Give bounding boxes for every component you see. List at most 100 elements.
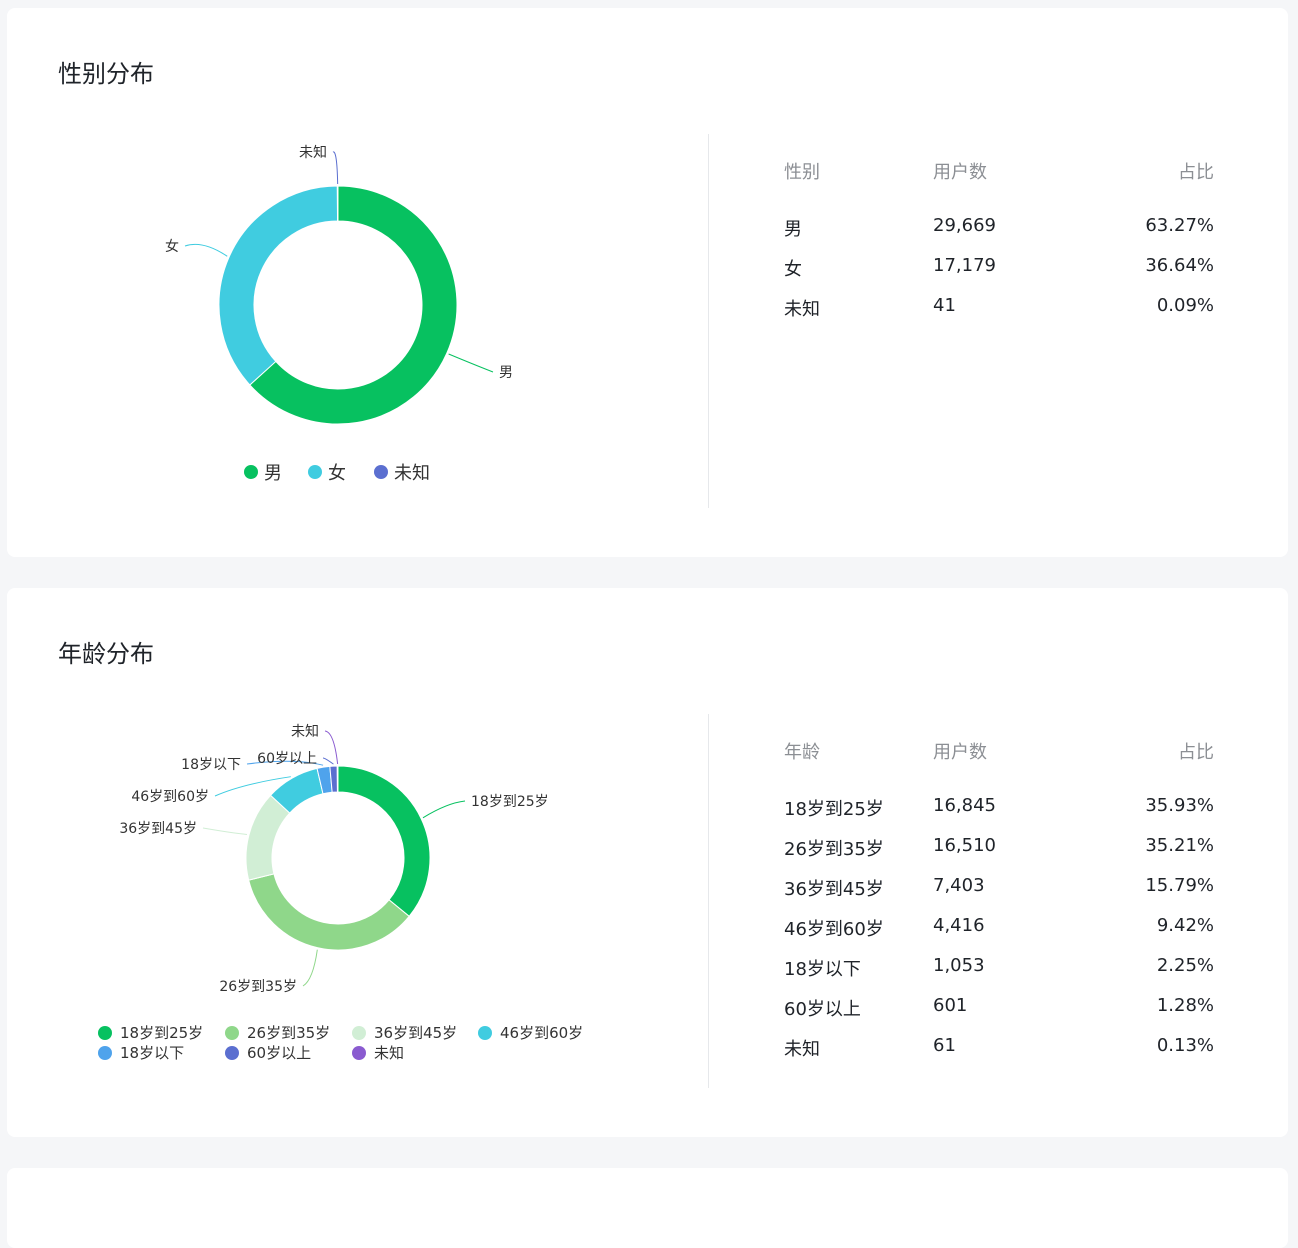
table-cell: 男: [784, 219, 802, 240]
leader-line: [332, 151, 339, 185]
age-title: 年龄分布: [58, 640, 154, 668]
gender-table: 性别 用户数 占比男 29,669 63.27% 女 17,179 36.64% 未知 41 0.0…: [784, 158, 1214, 335]
legend-label: 36岁到45岁: [374, 1024, 458, 1042]
table-cell: 36.64%: [1145, 255, 1214, 276]
legend-item[interactable]: 60岁以上: [225, 1042, 311, 1063]
slice-label: 未知: [299, 144, 327, 161]
leader-line: [422, 800, 466, 819]
slice-label: 26岁到35岁: [219, 979, 297, 995]
legend-item[interactable]: 18岁到25岁: [98, 1022, 203, 1043]
table-row: 60岁以上 601 1.28%: [784, 995, 1214, 1035]
legend-marker-icon: [374, 465, 388, 479]
donut-slice[interactable]: [245, 794, 291, 881]
legend-marker-icon: [478, 1025, 492, 1040]
slice-label: 46岁到60岁: [131, 789, 209, 805]
age-header-cell: 用户数: [933, 742, 987, 763]
gender-donut-chart: 男 女 未知: [165, 144, 513, 425]
legend-label: 46岁到60岁: [500, 1024, 584, 1042]
donut-slice[interactable]: [336, 765, 339, 793]
table-cell: 35.21%: [1145, 835, 1214, 856]
legend-label: 26岁到35岁: [247, 1024, 331, 1042]
table-cell: 4,416: [933, 915, 985, 936]
table-cell: 2.25%: [1156, 955, 1214, 976]
slice-label: 18岁以下: [181, 757, 241, 773]
legend-item[interactable]: 26岁到35岁: [225, 1022, 330, 1043]
slice-label: 18岁到25岁: [471, 794, 549, 810]
table-row: 未知 61 0.13%: [784, 1035, 1214, 1075]
age-donut-chart: 18岁到25岁 26岁到35岁 36岁到45岁 46岁到60岁 18岁以下 60岁以上 未知: [119, 723, 549, 995]
table-row: 18岁以下 1,053 2.25%: [784, 955, 1214, 995]
legend-item[interactable]: 46岁到60岁: [478, 1022, 583, 1043]
table-row: 46岁到60岁 4,416 9.42%: [784, 915, 1214, 955]
leader-line: [322, 757, 334, 765]
leader-line: [302, 949, 318, 987]
table-cell: 0.09%: [1156, 295, 1214, 316]
donut-slice[interactable]: [248, 873, 410, 951]
leader-line: [202, 827, 248, 835]
gender-title: 性别分布: [58, 60, 154, 88]
donut-slice[interactable]: [336, 185, 339, 222]
table-cell: 46岁到60岁: [784, 919, 884, 940]
table-cell: 61: [933, 1035, 956, 1056]
table-cell: 1.28%: [1156, 995, 1214, 1016]
divider: [708, 134, 709, 508]
leader-line: [184, 243, 228, 257]
legend-item[interactable]: 女: [308, 459, 346, 485]
table-cell: 35.93%: [1145, 795, 1214, 816]
table-cell: 26岁到35岁: [784, 839, 884, 860]
table-cell: 15.79%: [1145, 875, 1214, 896]
table-row: 女 17,179 36.64%: [784, 255, 1214, 295]
table-row: 未知 41 0.09%: [784, 295, 1214, 335]
slice-label: 女: [165, 238, 179, 255]
legend-item[interactable]: 未知: [374, 459, 430, 485]
age-header-cell: 年龄: [784, 742, 820, 763]
table-cell: 63.27%: [1145, 215, 1214, 236]
gender-header-cell: 性别: [784, 162, 820, 183]
gender-header-cell: 占比: [1178, 162, 1214, 183]
table-cell: 女: [784, 259, 802, 280]
legend-marker-icon: [225, 1025, 239, 1040]
legend-label: 18岁到25岁: [120, 1024, 204, 1042]
slice-label: 未知: [291, 723, 319, 740]
table-cell: 16,510: [933, 835, 996, 856]
table-cell: 0.13%: [1156, 1035, 1214, 1056]
leader-line: [214, 776, 291, 797]
legend-item[interactable]: 男: [244, 459, 282, 485]
age-table: 年龄 用户数 占比 18岁到25岁 16,845 35.93% 26岁到35岁 16,510 3…: [784, 738, 1214, 1075]
table-cell: 未知: [784, 299, 820, 320]
legend-item[interactable]: 未知: [352, 1042, 404, 1063]
legend-marker-icon: [352, 1025, 366, 1040]
legend-item[interactable]: 18岁以下: [98, 1042, 184, 1063]
table-cell: 未知: [784, 1039, 820, 1060]
next-card: [7, 1168, 1288, 1248]
leader-line: [324, 730, 339, 765]
legend-marker-icon: [98, 1025, 112, 1040]
donut-slice[interactable]: [249, 185, 458, 425]
legend-label: 未知: [394, 463, 430, 484]
legend-label: 未知: [374, 1044, 405, 1062]
table-cell: 29,669: [933, 215, 996, 236]
legend-marker-icon: [225, 1045, 239, 1060]
donut-slice[interactable]: [337, 765, 431, 918]
legend-item[interactable]: 36岁到45岁: [352, 1022, 457, 1043]
legend-label: 60岁以上: [247, 1044, 312, 1062]
leader-line: [448, 353, 494, 373]
table-cell: 41: [933, 295, 956, 316]
table-row: 36岁到45岁 7,403 15.79%: [784, 875, 1214, 915]
age-header-cell: 占比: [1178, 742, 1214, 763]
gender-table-header: 性别 用户数 占比: [784, 158, 1214, 198]
table-cell: 18岁到25岁: [784, 799, 884, 820]
legend-label: 女: [328, 463, 346, 484]
donut-slice[interactable]: [218, 185, 339, 386]
table-cell: 18岁以下: [784, 959, 861, 980]
legend-marker-icon: [352, 1045, 366, 1060]
table-row: 男 29,669 63.27%: [784, 215, 1214, 255]
slice-label: 男: [499, 365, 513, 381]
legend-label: 18岁以下: [120, 1044, 185, 1062]
slice-label: 36岁到45岁: [119, 821, 197, 837]
table-cell: 17,179: [933, 255, 996, 276]
table-cell: 601: [933, 995, 968, 1016]
divider: [708, 714, 709, 1088]
table-row: 18岁到25岁 16,845 35.93%: [784, 795, 1214, 835]
slice-label: 60岁以上: [257, 751, 317, 767]
